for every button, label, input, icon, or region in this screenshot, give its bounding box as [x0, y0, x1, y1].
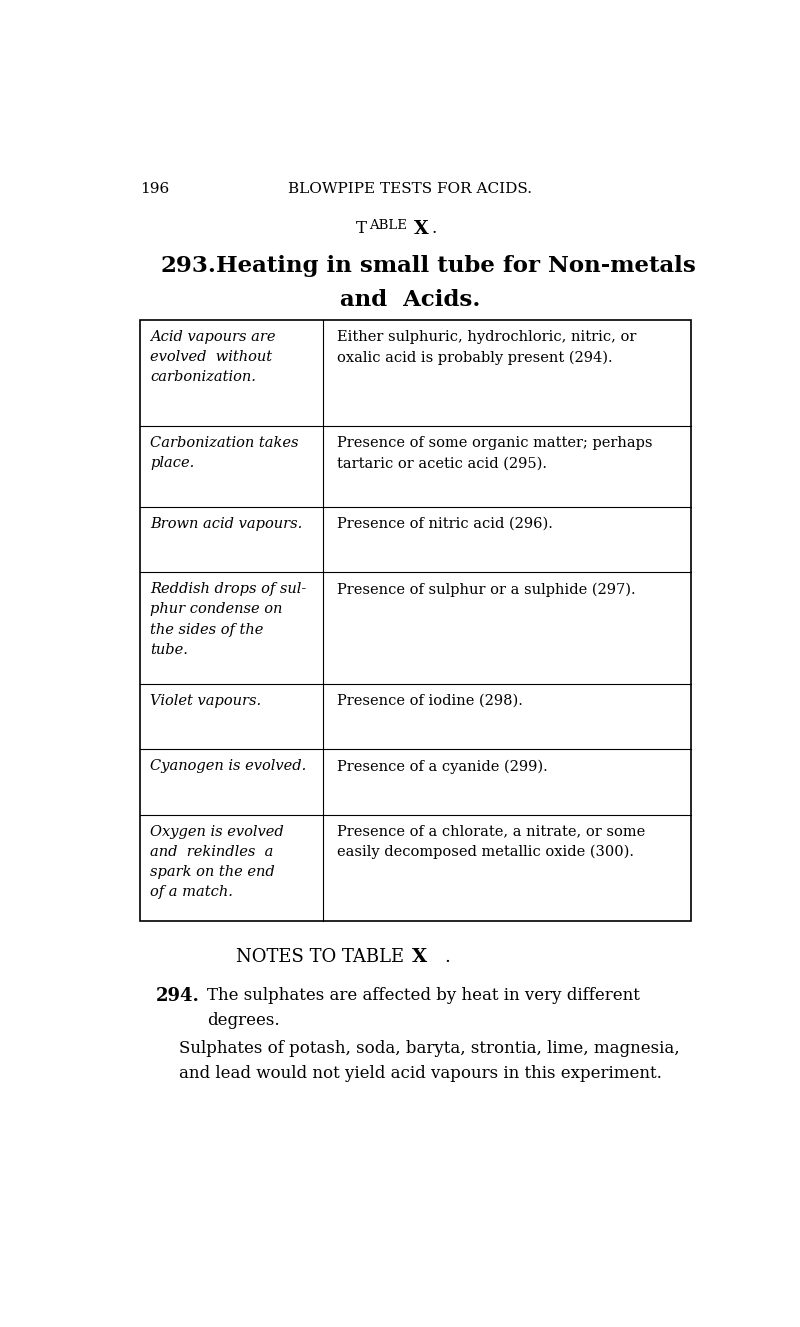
- Text: The sulphates are affected by heat in very different
degrees.: The sulphates are affected by heat in ve…: [207, 987, 640, 1028]
- Text: Cyanogen is evolved.: Cyanogen is evolved.: [150, 759, 306, 774]
- Text: .: .: [444, 949, 450, 966]
- Text: X: X: [411, 949, 427, 966]
- Text: ABLE: ABLE: [369, 219, 407, 231]
- Bar: [140, 320, 690, 921]
- Text: Presence of sulphur or a sulphide (297).: Presence of sulphur or a sulphide (297).: [337, 583, 636, 597]
- Text: Reddish drops of sul-
phur condense on
the sides of the
tube.: Reddish drops of sul- phur condense on t…: [150, 583, 306, 657]
- Text: Carbonization takes
place.: Carbonization takes place.: [150, 437, 299, 470]
- Text: Either sulphuric, hydrochloric, nitric, or
oxalic acid is probably present (294): Either sulphuric, hydrochloric, nitric, …: [337, 330, 637, 365]
- Text: Presence of nitric acid (296).: Presence of nitric acid (296).: [337, 518, 553, 531]
- Text: NOTES TO TABLE: NOTES TO TABLE: [236, 949, 410, 966]
- Text: .: .: [431, 220, 436, 238]
- Text: Presence of a chlorate, a nitrate, or some
easily decomposed metallic oxide (300: Presence of a chlorate, a nitrate, or so…: [337, 824, 646, 860]
- Text: 196: 196: [140, 182, 170, 196]
- Text: Brown acid vapours.: Brown acid vapours.: [150, 518, 302, 531]
- Text: 294.: 294.: [156, 987, 200, 1005]
- Text: Acid vapours are
evolved  without
carbonization.: Acid vapours are evolved without carboni…: [150, 330, 276, 385]
- Text: BLOWPIPE TESTS FOR ACIDS.: BLOWPIPE TESTS FOR ACIDS.: [288, 182, 532, 196]
- Text: T: T: [356, 220, 366, 238]
- Text: Presence of a cyanide (299).: Presence of a cyanide (299).: [337, 759, 548, 774]
- Text: Violet vapours.: Violet vapours.: [150, 694, 262, 707]
- Text: 293.: 293.: [161, 256, 216, 277]
- Text: and  Acids.: and Acids.: [340, 289, 480, 312]
- Text: Presence of iodine (298).: Presence of iodine (298).: [337, 694, 523, 707]
- Text: Oxygen is evolved
and  rekindles  a
spark on the end
of a match.: Oxygen is evolved and rekindles a spark …: [150, 824, 284, 898]
- Text: X: X: [414, 220, 429, 238]
- Text: Sulphates of potash, soda, baryta, strontia, lime, magnesia,
and lead would not : Sulphates of potash, soda, baryta, stron…: [179, 1040, 680, 1082]
- Text: Presence of some organic matter; perhaps
tartaric or acetic acid (295).: Presence of some organic matter; perhaps…: [337, 437, 653, 470]
- Text: Heating in small tube for Non-metals: Heating in small tube for Non-metals: [216, 256, 696, 277]
